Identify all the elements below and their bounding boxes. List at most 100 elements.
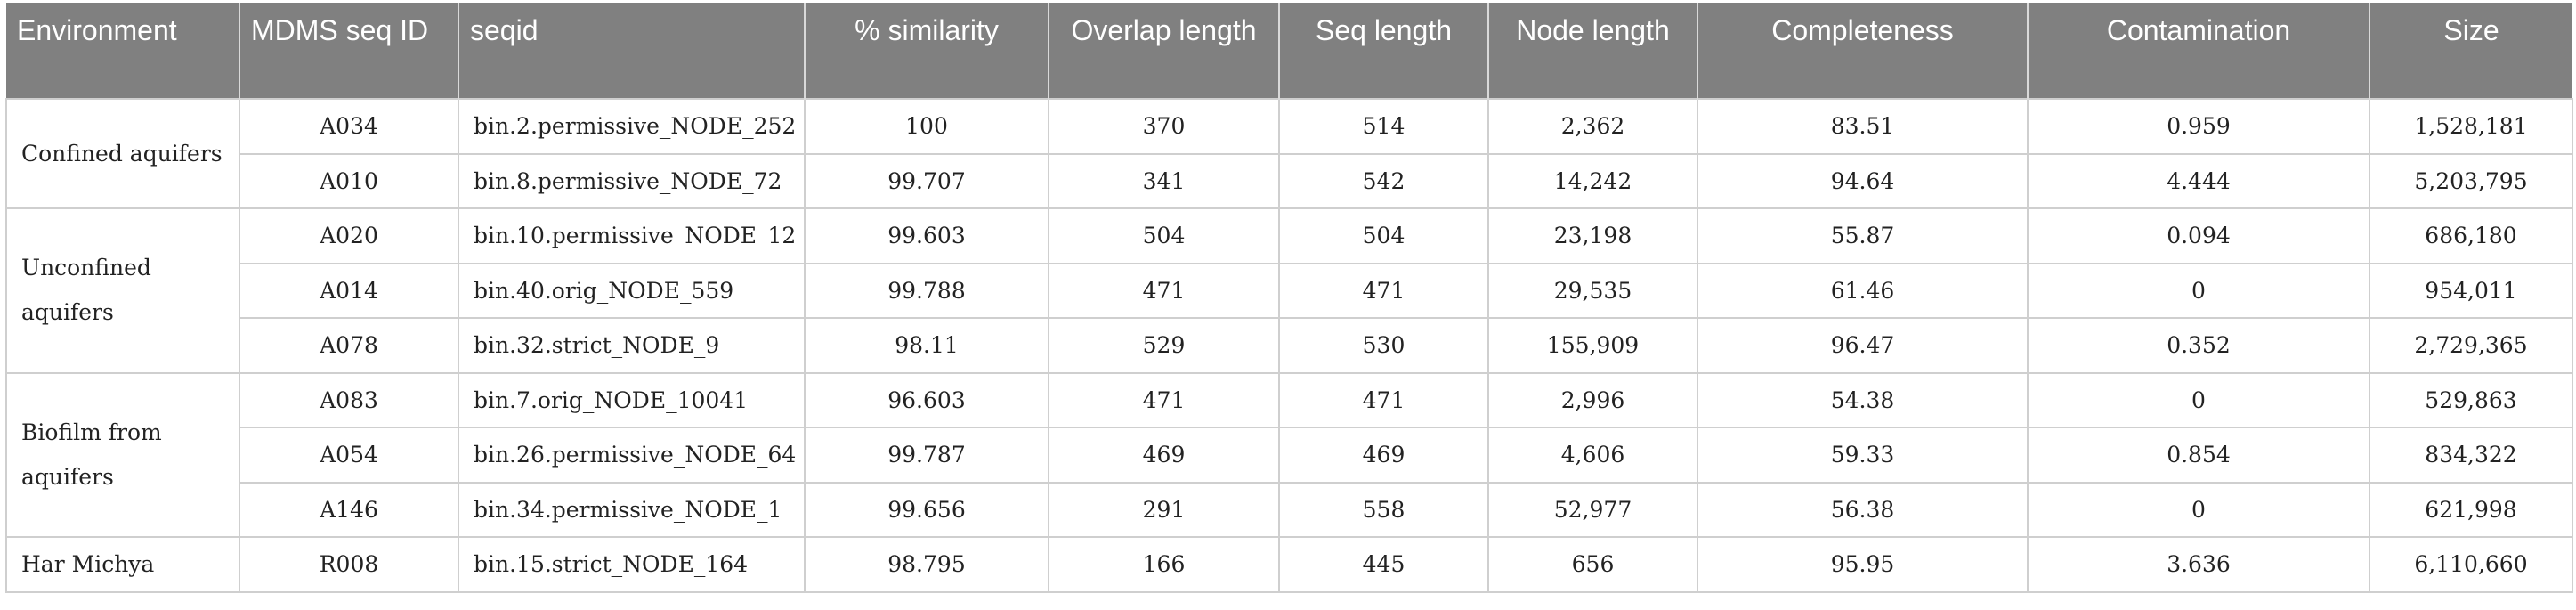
header-row: Environment MDMS seq ID seqid % similari… [6, 3, 2572, 99]
cell-mdms-seq-id: A034 [239, 98, 459, 155]
cell-size: 1,528,181 [2369, 98, 2573, 155]
cell-size: 6,110,660 [2369, 536, 2573, 593]
table-row: A146 bin.34.permissive_NODE_1 99.656 291 558… [6, 481, 2573, 538]
cell-seqid: bin.34.permissive_NODE_1 [458, 481, 806, 538]
cell-overlap-length: 529 [1048, 317, 1280, 374]
table-row: A014 bin.40.orig_NODE_559 99.788 471 471 29,5… [6, 262, 2573, 319]
cell-contamination: 0.854 [2027, 427, 2370, 484]
header-cell-seq-length: Seq length [1278, 3, 1488, 99]
cell-seqid: bin.26.permissive_NODE_64 [458, 427, 806, 484]
cell-environment: Biofilm from aquifers [5, 371, 240, 538]
cell-mdms-seq-id: A083 [239, 371, 459, 428]
header-cell-overlap-length: Overlap length [1048, 3, 1279, 99]
cell-size: 2,729,365 [2369, 317, 2573, 374]
cell-seqid: bin.8.permissive_NODE_72 [458, 152, 806, 209]
cell-contamination: 0.094 [2027, 207, 2370, 264]
cell-similarity: 99.603 [804, 207, 1049, 264]
cell-mdms-seq-id: R008 [239, 536, 459, 593]
data-table: Environment MDMS seq ID seqid % similari… [5, 3, 2573, 593]
cell-overlap-length: 291 [1048, 481, 1280, 538]
cell-contamination: 0 [2027, 262, 2370, 319]
cell-size: 834,322 [2369, 427, 2573, 484]
table-row: Har Michya R008 bin.15.strict_NODE_164 98.7… [5, 536, 2573, 593]
cell-similarity: 98.795 [804, 536, 1049, 593]
cell-seq-length: 445 [1278, 536, 1489, 593]
header-cell-contamination: Contamination [2027, 3, 2369, 99]
cell-completeness: 96.47 [1697, 317, 2029, 374]
cell-similarity: 96.603 [804, 371, 1049, 428]
cell-completeness: 95.95 [1697, 536, 2029, 593]
cell-size: 954,011 [2369, 262, 2573, 319]
cell-similarity: 98.11 [804, 317, 1049, 374]
cell-mdms-seq-id: A010 [239, 152, 459, 209]
cell-contamination: 0 [2027, 371, 2370, 428]
header-cell-seqid: seqid [458, 3, 805, 99]
cell-completeness: 94.64 [1697, 152, 2029, 209]
cell-overlap-length: 341 [1048, 152, 1280, 209]
cell-seqid: bin.10.permissive_NODE_12 [458, 207, 806, 264]
cell-similarity: 99.707 [804, 152, 1049, 209]
header-cell-completeness: Completeness [1697, 3, 2028, 99]
cell-seq-length: 471 [1278, 371, 1489, 428]
cell-overlap-length: 370 [1048, 98, 1280, 155]
cell-completeness: 61.46 [1697, 262, 2029, 319]
cell-contamination: 3.636 [2027, 536, 2370, 593]
header-cell-node-length: Node length [1487, 3, 1697, 99]
cell-environment: Har Michya [5, 536, 240, 593]
cell-node-length: 2,362 [1487, 98, 1698, 155]
cell-overlap-length: 166 [1048, 536, 1280, 593]
table-row: A010 bin.8.permissive_NODE_72 99.707 341 542… [6, 152, 2573, 209]
cell-overlap-length: 471 [1048, 371, 1280, 428]
cell-node-length: 2,996 [1487, 371, 1698, 428]
cell-mdms-seq-id: A054 [239, 427, 459, 484]
table-container: Environment MDMS seq ID seqid % similari… [5, 3, 2573, 593]
cell-seqid: bin.32.strict_NODE_9 [458, 317, 806, 374]
header-cell-similarity: % similarity [804, 3, 1049, 99]
cell-node-length: 656 [1487, 536, 1698, 593]
cell-seq-length: 471 [1278, 262, 1489, 319]
cell-overlap-length: 469 [1048, 427, 1280, 484]
cell-similarity: 99.787 [804, 427, 1049, 484]
cell-node-length: 29,535 [1487, 262, 1698, 319]
cell-completeness: 56.38 [1697, 481, 2029, 538]
cell-similarity: 99.656 [804, 481, 1049, 538]
cell-similarity: 100 [804, 98, 1049, 155]
cell-seqid: bin.40.orig_NODE_559 [458, 262, 806, 319]
cell-size: 686,180 [2369, 207, 2573, 264]
table-row: Biofilm from aquifers A083 bin.7.orig_NODE… [5, 371, 2573, 538]
cell-seqid: bin.2.permissive_NODE_252 [458, 98, 806, 155]
table-row: A078 bin.32.strict_NODE_9 98.11 529 530 155,9… [6, 317, 2573, 374]
cell-overlap-length: 504 [1048, 207, 1280, 264]
cell-mdms-seq-id: A146 [239, 481, 459, 538]
cell-seqid: bin.15.strict_NODE_164 [458, 536, 806, 593]
cell-mdms-seq-id: A078 [239, 317, 459, 374]
table-body: Confined aquifers A034 bin.2.permissive_NO… [5, 98, 2573, 593]
cell-seq-length: 558 [1278, 481, 1489, 538]
cell-size: 529,863 [2369, 371, 2573, 428]
header-cell-mdms-seq-id: MDMS seq ID [239, 3, 458, 99]
cell-overlap-length: 471 [1048, 262, 1280, 319]
cell-seq-length: 514 [1278, 98, 1489, 155]
cell-size: 5,203,795 [2369, 152, 2573, 209]
cell-environment: Confined aquifers [5, 98, 240, 209]
header-cell-environment: Environment [6, 3, 239, 99]
cell-mdms-seq-id: A020 [239, 207, 459, 264]
cell-node-length: 52,977 [1487, 481, 1698, 538]
cell-seq-length: 542 [1278, 152, 1489, 209]
cell-environment: Unconfined aquifers [5, 207, 240, 374]
cell-seqid: bin.7.orig_NODE_10041 [458, 371, 806, 428]
table-row: Unconfined aquifers A020 bin.10.permissive… [5, 207, 2573, 374]
cell-seq-length: 504 [1278, 207, 1489, 264]
header-cell-size: Size [2369, 3, 2572, 99]
cell-size: 621,998 [2369, 481, 2573, 538]
cell-seq-length: 530 [1278, 317, 1489, 374]
cell-contamination: 4.444 [2027, 152, 2370, 209]
cell-contamination: 0.352 [2027, 317, 2370, 374]
cell-similarity: 99.788 [804, 262, 1049, 319]
cell-seq-length: 469 [1278, 427, 1489, 484]
table-row: A054 bin.26.permissive_NODE_64 99.787 469 46… [6, 427, 2573, 484]
cell-contamination: 0.959 [2027, 98, 2370, 155]
cell-contamination: 0 [2027, 481, 2370, 538]
cell-completeness: 83.51 [1697, 98, 2029, 155]
cell-node-length: 155,909 [1487, 317, 1698, 374]
